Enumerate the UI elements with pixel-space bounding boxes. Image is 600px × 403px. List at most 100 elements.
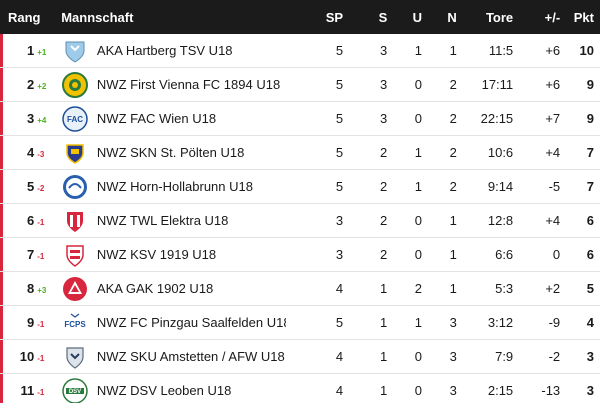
table-row[interactable]: 5 -2 NWZ Horn-Hollabrunn U18 5 2 1 2 9:1…: [0, 170, 600, 204]
team-name[interactable]: NWZ DSV Leoben U18: [93, 383, 286, 398]
header-tore[interactable]: Tore: [485, 9, 514, 25]
rank-change: -1: [37, 252, 45, 261]
vienna-crest-icon: [57, 71, 93, 98]
rank-change: -1: [37, 320, 45, 329]
rank-number: 11: [20, 383, 35, 398]
team-link[interactable]: NWZ DSV Leoben U18: [96, 383, 232, 398]
table-row[interactable]: 7 -1 NWZ KSV 1919 U18 3 2 0 1 6:6 0 6: [0, 238, 600, 272]
points-value: 6: [586, 213, 594, 228]
table-row[interactable]: 10 -1 NWZ SKU Amstetten / AFW U18 4 1 0 …: [0, 340, 600, 374]
team-name[interactable]: NWZ KSV 1919 U18: [93, 247, 286, 262]
losses-cell: 3: [449, 349, 457, 364]
table-row[interactable]: 3 +4 FAC NWZ FAC Wien U18 5 3 0 2 22:15 …: [0, 102, 600, 136]
table-row[interactable]: 6 -1 NWZ TWL Elektra U18 3 2 0 1 12:8 +4…: [0, 204, 600, 238]
header-mannschaft[interactable]: Mannschaft: [61, 9, 134, 25]
wins-cell: 1: [380, 315, 388, 330]
rank-cell: 4 -3: [0, 145, 57, 160]
rank-number: 4: [26, 145, 35, 160]
goals-cell: 12:8: [487, 213, 514, 228]
team-name[interactable]: NWZ First Vienna FC 1894 U18: [93, 77, 286, 92]
rank-change: +1: [37, 48, 47, 57]
points-cell: 6: [560, 247, 600, 262]
points-value: 7: [586, 179, 594, 194]
rank-number: 7: [26, 247, 35, 262]
points-value: 9: [586, 77, 594, 92]
wins-cell: 2: [380, 247, 388, 262]
played-cell: 5: [335, 77, 344, 92]
table-row[interactable]: 1 +1 AKA Hartberg TSV U18 5 3 1 1 11:5 +…: [0, 34, 600, 68]
header-s[interactable]: S: [378, 9, 388, 25]
draws-cell: 0: [414, 349, 423, 364]
table-row[interactable]: 11 -1 DSV NWZ DSV Leoben U18 4 1 0 3 2:1…: [0, 374, 600, 403]
table-row[interactable]: 4 -3 NWZ SKN St. Pölten U18 5 2 1 2 10:6…: [0, 136, 600, 170]
draws-cell: 1: [414, 179, 423, 194]
team-link[interactable]: NWZ FAC Wien U18: [96, 111, 217, 126]
header-n[interactable]: N: [447, 9, 457, 25]
wins-cell: 3: [380, 111, 388, 126]
team-name[interactable]: NWZ SKU Amstetten / AFW U18: [93, 349, 286, 364]
team-link[interactable]: NWZ FC Pinzgau Saalfelden U18: [96, 315, 286, 330]
rank-cell: 6 -1: [0, 213, 57, 228]
draws-cell: 1: [414, 315, 423, 330]
header-u[interactable]: U: [412, 9, 423, 25]
points-cell: 7: [560, 179, 600, 194]
team-name[interactable]: NWZ FC Pinzgau Saalfelden U18: [93, 315, 286, 330]
points-cell: 3: [560, 349, 600, 364]
goals-cell: 22:15: [480, 111, 514, 126]
rank-change: -1: [37, 388, 45, 397]
points-value: 4: [586, 315, 594, 330]
played-cell: 5: [335, 179, 344, 194]
table-row[interactable]: 8 +3 AKA GAK 1902 U18 4 1 2 1 5:3 +2 5: [0, 272, 600, 306]
team-link[interactable]: NWZ First Vienna FC 1894 U18: [96, 77, 281, 92]
points-cell: 3: [560, 383, 600, 398]
goal-diff-cell: +2: [545, 281, 561, 296]
team-link[interactable]: NWZ KSV 1919 U18: [96, 247, 217, 262]
team-name[interactable]: AKA Hartberg TSV U18: [93, 43, 286, 58]
team-name[interactable]: AKA GAK 1902 U18: [93, 281, 286, 296]
wins-cell: 1: [380, 281, 388, 296]
played-cell: 3: [335, 213, 344, 228]
rank-number: 5: [26, 179, 35, 194]
goal-diff-cell: 0: [552, 247, 561, 262]
goals-cell: 5:3: [495, 281, 514, 296]
played-cell: 5: [335, 43, 344, 58]
goals-cell: 2:15: [487, 383, 514, 398]
team-link[interactable]: NWZ TWL Elektra U18: [96, 213, 229, 228]
table-row[interactable]: 2 +2 NWZ First Vienna FC 1894 U18 5 3 0 …: [0, 68, 600, 102]
fac-logo-text: FAC: [67, 115, 83, 124]
losses-cell: 1: [449, 247, 457, 262]
losses-cell: 2: [449, 179, 457, 194]
header-pkt[interactable]: Pkt: [573, 9, 594, 25]
header-rang[interactable]: Rang: [8, 9, 41, 25]
header-sp[interactable]: SP: [325, 9, 344, 25]
losses-cell: 2: [449, 77, 457, 92]
points-cell: 7: [560, 145, 600, 160]
team-link[interactable]: NWZ Horn-Hollabrunn U18: [96, 179, 253, 194]
team-name[interactable]: NWZ TWL Elektra U18: [93, 213, 286, 228]
table-row[interactable]: 9 -1 FCPS NWZ FC Pinzgau Saalfelden U18 …: [0, 306, 600, 340]
header-diff[interactable]: +/-: [544, 9, 561, 25]
team-name[interactable]: NWZ SKN St. Pölten U18: [93, 145, 286, 160]
rank-cell: 9 -1: [0, 315, 57, 330]
losses-cell: 1: [449, 213, 457, 228]
rank-number: 3: [26, 111, 35, 126]
team-name[interactable]: NWZ FAC Wien U18: [93, 111, 286, 126]
fac-crest-icon: FAC: [57, 105, 93, 132]
team-link[interactable]: AKA Hartberg TSV U18: [96, 43, 233, 58]
team-link[interactable]: AKA GAK 1902 U18: [96, 281, 214, 296]
draws-cell: 2: [414, 281, 423, 296]
losses-cell: 1: [449, 281, 457, 296]
sku-crest-icon: [57, 344, 93, 370]
team-name[interactable]: NWZ Horn-Hollabrunn U18: [93, 179, 286, 194]
rank-number: 10: [19, 349, 35, 364]
team-link[interactable]: NWZ SKN St. Pölten U18: [96, 145, 245, 160]
team-link[interactable]: NWZ SKU Amstetten / AFW U18: [96, 349, 285, 364]
goal-diff-cell: +4: [545, 213, 561, 228]
rank-change: -1: [37, 218, 45, 227]
played-cell: 3: [335, 247, 344, 262]
draws-cell: 0: [414, 383, 423, 398]
goals-cell: 6:6: [495, 247, 514, 262]
ksv-crest-icon: [57, 242, 93, 268]
goal-diff-cell: -13: [541, 383, 561, 398]
